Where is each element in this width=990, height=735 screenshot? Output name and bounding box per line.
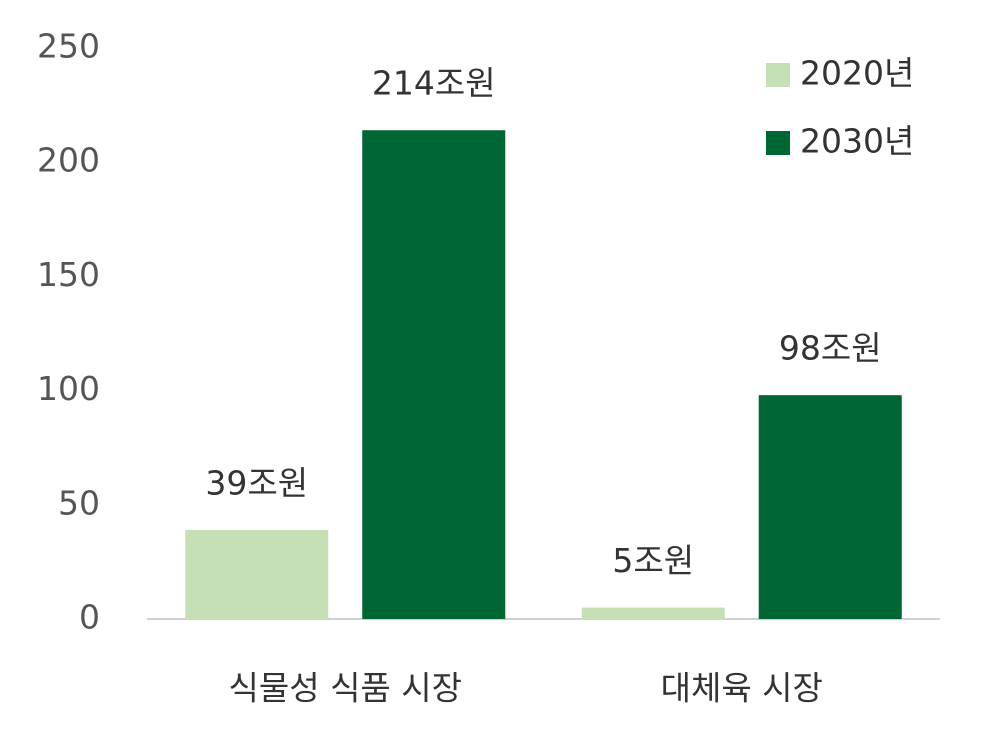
value-label: 39조원 xyxy=(205,463,308,502)
legend-swatch xyxy=(766,63,790,87)
y-tick-label: 250 xyxy=(37,27,100,66)
y-tick-label: 0 xyxy=(79,598,100,637)
y-tick-label: 150 xyxy=(37,255,100,294)
bar xyxy=(758,395,902,619)
value-label: 214조원 xyxy=(372,64,496,103)
bar xyxy=(362,130,506,619)
y-tick-label: 100 xyxy=(37,369,100,408)
value-label: 98조원 xyxy=(779,329,882,368)
bar xyxy=(185,529,329,619)
x-tick-label: 식물성 식품 시장 xyxy=(229,669,463,708)
y-tick-label: 200 xyxy=(37,141,100,180)
legend-swatch xyxy=(766,131,790,155)
x-tick-label: 대체육 시장 xyxy=(661,669,823,708)
legend-label: 2030년 xyxy=(800,122,914,161)
bar xyxy=(581,607,725,619)
value-label: 5조원 xyxy=(612,541,694,580)
y-tick-label: 50 xyxy=(58,483,100,522)
legend-label: 2020년 xyxy=(800,54,914,93)
